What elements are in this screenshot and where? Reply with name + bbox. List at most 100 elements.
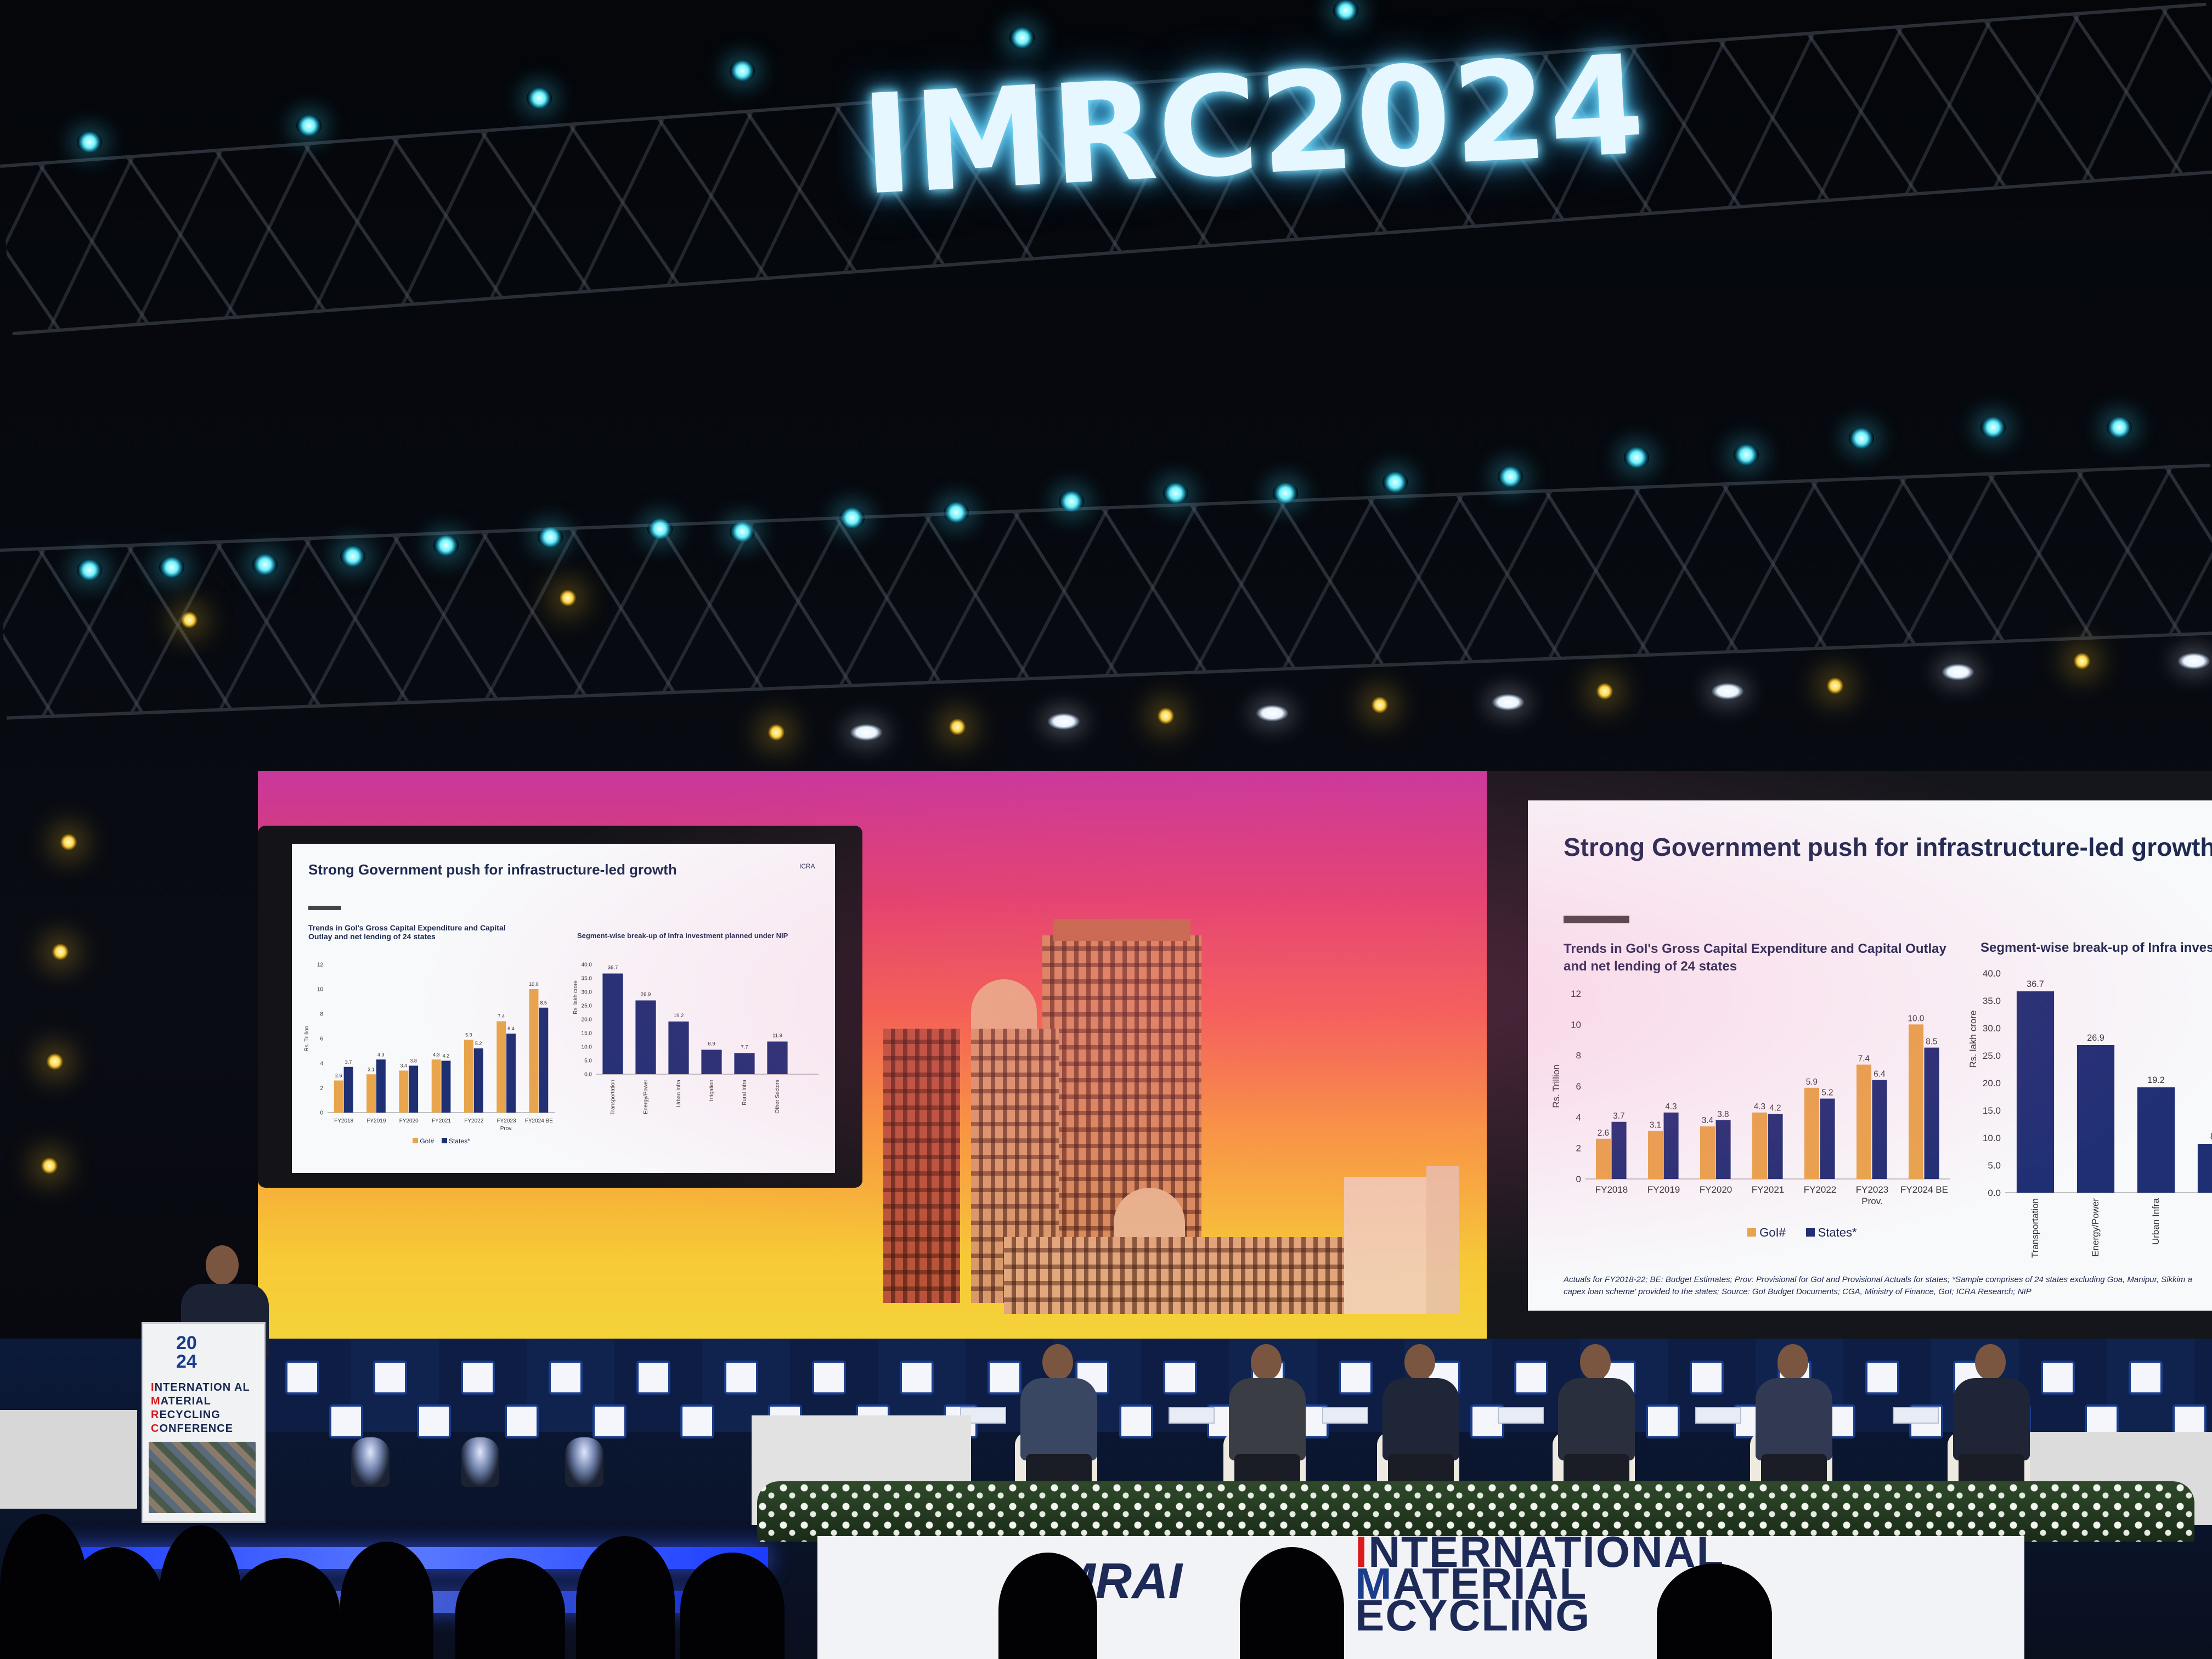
audience-member [455, 1558, 565, 1659]
bar-goi [1857, 1064, 1872, 1179]
bar-segment [2076, 1045, 2115, 1193]
bar-value-label: 5.9 [465, 1032, 472, 1037]
podium-cap: C [151, 1423, 160, 1435]
panelist-nameplate [1169, 1407, 1215, 1424]
y-tick-label: 10.0 [582, 1045, 592, 1051]
cyan-light [340, 546, 365, 567]
banner-line-2: MATERIAL [1355, 1562, 1724, 1606]
audience-member [1657, 1564, 1772, 1659]
skyline-memorial [1004, 1237, 1366, 1314]
bar-value-label: 8.9 [708, 1041, 715, 1047]
y-tick-label: 6 [1576, 1081, 1581, 1092]
bar-segment [2016, 991, 2055, 1193]
y-tick-label: 5.0 [1988, 1160, 2001, 1171]
right-screen-frame [1487, 771, 2212, 1341]
x-tick-label: FY2022 [464, 1118, 483, 1124]
bar-value-label: 8.5 [540, 1000, 547, 1006]
stage-logo-tile [988, 1361, 1022, 1395]
stage-logo-tile [724, 1361, 758, 1395]
cyan-light [77, 560, 102, 580]
cyan-light [1333, 0, 1358, 21]
y-tick-label: 0.0 [1988, 1188, 2001, 1198]
podium-year-top: 20 [176, 1333, 197, 1353]
bar-goi [1596, 1138, 1611, 1179]
bar-states [473, 1048, 483, 1113]
x-tick-label: FY2019 [366, 1118, 386, 1124]
bar-value-label: 2.6 [1598, 1128, 1609, 1138]
bar-value-label: 3.8 [1717, 1110, 1729, 1119]
x-tick-label: FY2021 [432, 1118, 451, 1124]
amber-light [1158, 708, 1174, 724]
panelist-head [1404, 1344, 1435, 1380]
bar-value-label: 26.9 [641, 992, 651, 998]
segment-breakup-chart: 0.0 5.0 10.0 15.0 20.0 25.0 30.0 35.0 40.0 Rs. la… [1968, 968, 2212, 1258]
y-tick-label: 4 [1576, 1112, 1581, 1122]
bar-states [1924, 1047, 1939, 1179]
y-tick-label: 30.0 [1983, 1023, 2001, 1034]
right-slide-footnote-2: capex loan scheme' provided to the state… [1564, 1287, 2032, 1296]
cyan-light [1980, 417, 2006, 438]
panelist-body [1953, 1378, 2030, 1460]
podium-logo-year: 20 24 [176, 1334, 197, 1371]
stage-spotlight [461, 1437, 499, 1487]
audience-member [576, 1536, 675, 1659]
bar-value-label: 7.7 [741, 1045, 748, 1051]
bar-states [1768, 1114, 1783, 1179]
bar-segment [668, 1022, 689, 1074]
bar-states [409, 1065, 419, 1113]
x-tick-label: Urban Infra [676, 1080, 682, 1107]
right-slide-footnote-1: Actuals for FY2018-22; BE: Budget Estima… [1564, 1275, 2192, 1284]
x-tick-label: Prov. [1861, 1196, 1882, 1206]
cyan-light [1059, 491, 1084, 512]
cyan-light [647, 518, 673, 539]
x-tick-label: FY2019 [1647, 1184, 1680, 1195]
x-tick-label: Rural Infra [742, 1080, 748, 1105]
bar-states [1872, 1080, 1887, 1179]
x-tick-label: Urban Infra [2151, 1198, 2161, 1245]
cyan-light [2107, 417, 2132, 438]
right-slide-segment-caption: Segment-wise break-up of Infra investme [1980, 940, 2212, 955]
audience-member [340, 1542, 433, 1659]
stage-logo-tile [1119, 1404, 1153, 1438]
amber-light [41, 1158, 58, 1174]
cyan-light [77, 132, 102, 153]
cyan-light [839, 507, 865, 528]
y-tick-label: 0 [320, 1110, 323, 1116]
x-tick-label: Prov. [500, 1126, 513, 1132]
capex-trend-chart: 0 2 4 6 8 10 12 Rs. Trillion 2.6 3.7 FY2018 3.1 4.3 F… [1551, 989, 1950, 1206]
cyan-light [730, 60, 755, 81]
y-tick-label: 2 [1576, 1143, 1581, 1154]
y-tick-label: 35.0 [1983, 996, 2001, 1006]
bar-goi [1804, 1087, 1820, 1179]
skyline-cathedral-spire [1426, 1166, 1459, 1314]
amber-light [1596, 683, 1613, 699]
y-tick-label: 10.0 [1983, 1133, 2001, 1143]
stage-logo-tile [505, 1404, 539, 1438]
white-spot-light [850, 724, 882, 741]
amber-light [47, 1053, 63, 1070]
banner-cap: M [1355, 1559, 1393, 1608]
podium-rest: ONFERENCE [159, 1423, 234, 1435]
cyan-light [252, 554, 278, 575]
bar-segment [2137, 1087, 2175, 1193]
flower-decoration [757, 1481, 2194, 1542]
panelist-body [1020, 1378, 1097, 1460]
y-tick-label: 20.0 [1983, 1078, 2001, 1088]
bar-value-label: 4.3 [377, 1052, 385, 1057]
podium-year-bottom: 24 [176, 1351, 197, 1372]
podium-rest: ECYCLING [159, 1409, 221, 1421]
left-slide-logo: ICRA [799, 862, 815, 870]
panelist-head [1975, 1344, 2006, 1380]
stage-logo-tile [417, 1404, 451, 1438]
white-spot-light [1048, 713, 1080, 730]
cyan-light [433, 535, 459, 556]
cyan-light [730, 521, 755, 542]
skyline-cathedral [1344, 1177, 1448, 1314]
cyan-light [527, 88, 552, 109]
bar-value-label: 5.2 [475, 1041, 482, 1046]
bar-goi [334, 1080, 343, 1113]
y-tick-label: 2 [320, 1086, 323, 1092]
banner-rest: NTERNATIONAL [1368, 1527, 1725, 1576]
panelist-nameplate [1322, 1407, 1368, 1424]
left-screen-frame [258, 826, 862, 1188]
